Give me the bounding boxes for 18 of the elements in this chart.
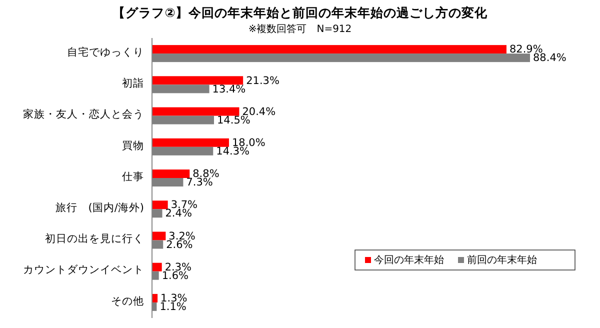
title: 【グラフ②】今回の年末年始と前回の年末年始の過ごし方の変化 bbox=[112, 5, 488, 20]
data-label: 1.6% bbox=[162, 270, 189, 282]
data-label: 2.6% bbox=[166, 238, 193, 251]
legend-label: 前回の年末年始 bbox=[467, 254, 537, 266]
category-label: 買物 bbox=[122, 140, 144, 152]
category-label: 仕事 bbox=[122, 170, 144, 183]
category-label: カウントダウンイベント bbox=[23, 264, 144, 276]
legend-label: 今回の年末年始 bbox=[374, 254, 444, 266]
category-label: 自宅でゆっくり bbox=[67, 46, 144, 58]
subtitle: ※複数回答可 N=912 bbox=[248, 24, 352, 35]
category-label: 家族・友人・恋人と会う bbox=[23, 108, 144, 121]
data-label: 14.5% bbox=[217, 114, 250, 126]
category-label: その他 bbox=[111, 295, 144, 308]
category-label: 初詣 bbox=[122, 78, 144, 90]
category-label: 初日の出を見に行く bbox=[45, 233, 144, 246]
data-label: 21.3% bbox=[246, 74, 280, 87]
category-label: 旅行 (国内/海外) bbox=[55, 202, 144, 214]
data-label: 13.4% bbox=[212, 83, 246, 96]
